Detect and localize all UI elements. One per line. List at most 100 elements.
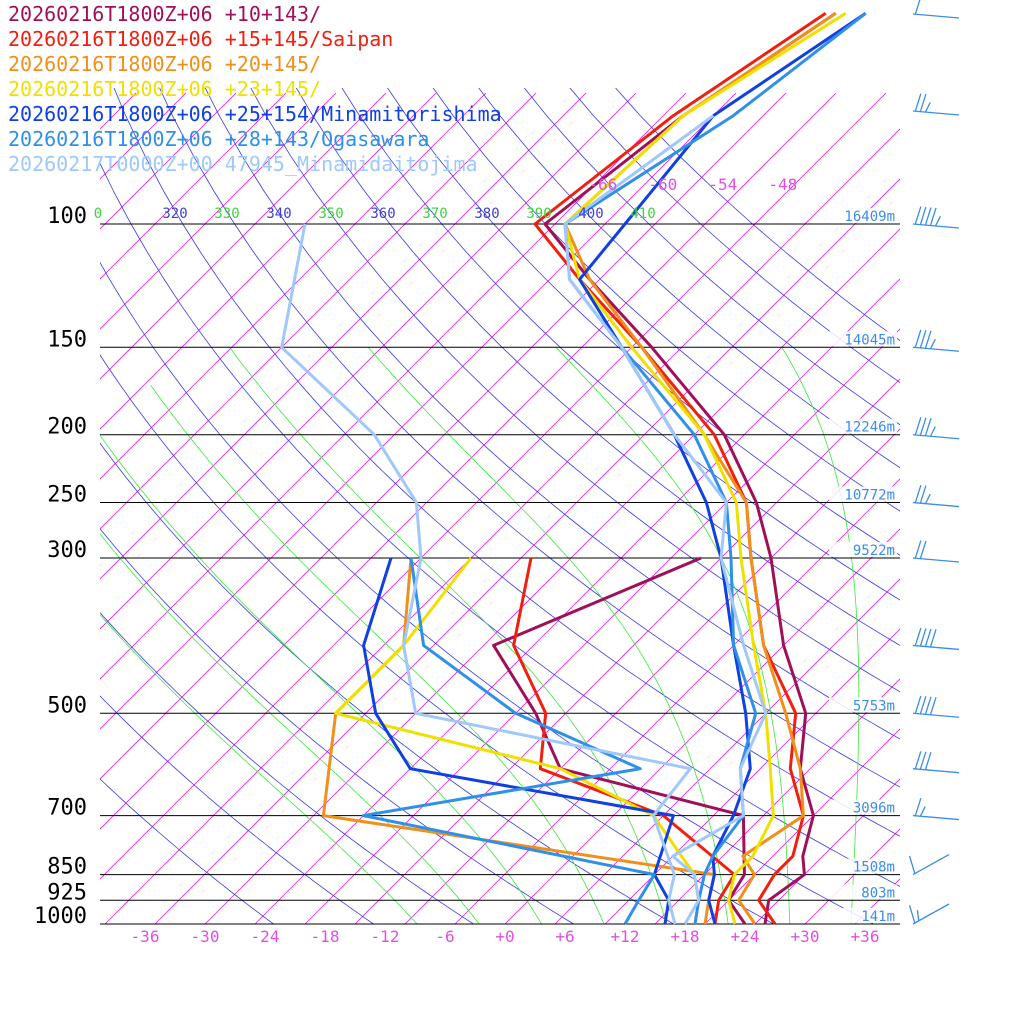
height-label: 5753m xyxy=(853,698,895,714)
theta-label: 400 xyxy=(578,206,603,222)
upper-isotherm-label: -60 xyxy=(648,175,677,194)
temperature-tick-label: -36 xyxy=(131,927,160,946)
dry-adiabat-line xyxy=(341,88,900,601)
isotherm-line xyxy=(104,128,900,924)
dry-adiabat-line xyxy=(159,88,900,788)
temperature-tick-label: +0 xyxy=(495,927,514,946)
upper-isotherm-label: -66 xyxy=(588,175,617,194)
dry-adiabat-line xyxy=(387,88,900,556)
isotherm-line xyxy=(100,92,687,680)
wind-barb xyxy=(912,540,960,563)
pressure-label: 300 xyxy=(47,538,87,563)
dry-adiabat-line xyxy=(204,88,900,740)
moist-adiabat-line xyxy=(100,434,543,924)
wind-barb xyxy=(912,751,960,774)
isotherm-line xyxy=(100,92,487,480)
temperature-tick-label: +12 xyxy=(611,927,640,946)
isotherm-line xyxy=(204,228,900,924)
pressure-label: 850 xyxy=(47,855,87,880)
isotherm-line xyxy=(754,778,900,924)
isotherm-line xyxy=(154,178,900,924)
wind-barb xyxy=(912,695,960,718)
isotherm-line xyxy=(0,93,36,924)
temperature-tick-label: +36 xyxy=(851,927,880,946)
isotherm-line xyxy=(100,92,537,530)
pressure-label: 1000 xyxy=(34,904,87,929)
dewpoint-profile-3 xyxy=(334,557,701,925)
dry-adiabat-line xyxy=(100,778,275,924)
isotherm-line xyxy=(100,92,287,280)
isotherm-line xyxy=(100,92,587,580)
wind-barb-column xyxy=(908,0,960,925)
upper-isotherm-label: -54 xyxy=(708,175,737,194)
height-label-bg xyxy=(829,486,897,502)
temperature-tick-label: +6 xyxy=(555,927,574,946)
height-label: 12246m xyxy=(844,420,895,436)
pressure-label: 500 xyxy=(47,693,87,718)
wind-barb xyxy=(912,417,960,440)
moist-adiabat-line xyxy=(100,614,418,924)
temperature-tick-label: +24 xyxy=(731,927,760,946)
legend-entry: 20260216T1800Z+06 +28+143/Ogasawara xyxy=(8,127,429,151)
isotherm-line xyxy=(100,92,337,330)
dry-adiabat-line xyxy=(250,88,900,693)
dry-adiabat-line xyxy=(523,88,900,426)
height-label: 16409m xyxy=(844,209,895,225)
dry-adiabat-line xyxy=(100,162,900,887)
isotherm-line xyxy=(100,92,637,630)
upper-isotherm-label: -48 xyxy=(768,175,797,194)
pressure-label: 150 xyxy=(47,327,87,352)
isotherm-line xyxy=(704,728,900,924)
legend-entry: 20260217T0000Z+00 47945_Minamidaitojima xyxy=(8,152,478,176)
theta-label: 320 xyxy=(162,206,187,222)
moist-adiabat-line xyxy=(150,385,605,924)
dewpoint-profile-6 xyxy=(280,223,692,925)
pressure-label: 100 xyxy=(47,204,87,229)
dewpoint-profile-0 xyxy=(492,556,747,925)
wind-barb xyxy=(912,0,960,19)
theta-label: 380 xyxy=(474,206,499,222)
theta-label-row: 0 320 330 340 350 360 370 380 390 400 410 xyxy=(94,206,656,222)
theta-label: 350 xyxy=(318,206,343,222)
upper-isotherm-labels: -66 -60 -54 -48 xyxy=(588,175,797,194)
height-label: 10772m xyxy=(844,488,895,504)
wind-barb xyxy=(912,484,960,508)
dry-adiabat-line xyxy=(432,88,900,512)
sounding-series xyxy=(280,12,867,925)
dry-adiabat-line xyxy=(113,88,900,837)
temperature-profile-3 xyxy=(563,12,847,925)
isotherm-line xyxy=(100,92,237,230)
temperature-profile-4 xyxy=(578,12,867,925)
dry-adiabat-line xyxy=(295,88,900,646)
isotherm-line xyxy=(100,92,437,430)
wind-barb xyxy=(912,627,960,651)
legend-entry: 20260216T1800Z+06 +10+143/ xyxy=(8,2,321,26)
isotherm-line xyxy=(354,378,900,924)
isotherm-line xyxy=(100,92,837,830)
temperature-axis: -36 -30 -24 -18 -12 -6 +0 +6 +12 +18 +24 +30 +36 xyxy=(131,927,880,946)
isotherm-line xyxy=(554,578,900,924)
height-label: 141m xyxy=(861,909,895,925)
wind-barb xyxy=(912,93,960,116)
temperature-profile-2 xyxy=(563,12,837,925)
dry-adiabat-grid xyxy=(100,88,900,924)
dewpoint-profile-1 xyxy=(512,557,736,925)
height-label-bg xyxy=(829,331,897,347)
temperature-tick-label: -6 xyxy=(435,927,454,946)
wind-barb xyxy=(912,206,960,229)
isotherm-line xyxy=(100,92,737,730)
dry-adiabat-line xyxy=(100,354,775,924)
legend-entry: 20260216T1800Z+06 +25+154/Minamitorishim… xyxy=(8,102,502,126)
height-label-bg xyxy=(829,858,897,874)
dry-adiabat-line xyxy=(100,612,475,924)
temperature-tick-label: -30 xyxy=(191,927,220,946)
legend-entry: 20260216T1800Z+06 +15+145/Saipan xyxy=(8,27,393,51)
dewpoint-profile-5 xyxy=(361,557,656,925)
pressure-label: 250 xyxy=(47,483,87,508)
isotherm-line xyxy=(504,528,900,924)
temperature-tick-label: +18 xyxy=(671,927,700,946)
theta-label: 390 xyxy=(526,206,551,222)
isotherm-line xyxy=(1005,93,1024,924)
isotherm-line xyxy=(100,92,887,880)
